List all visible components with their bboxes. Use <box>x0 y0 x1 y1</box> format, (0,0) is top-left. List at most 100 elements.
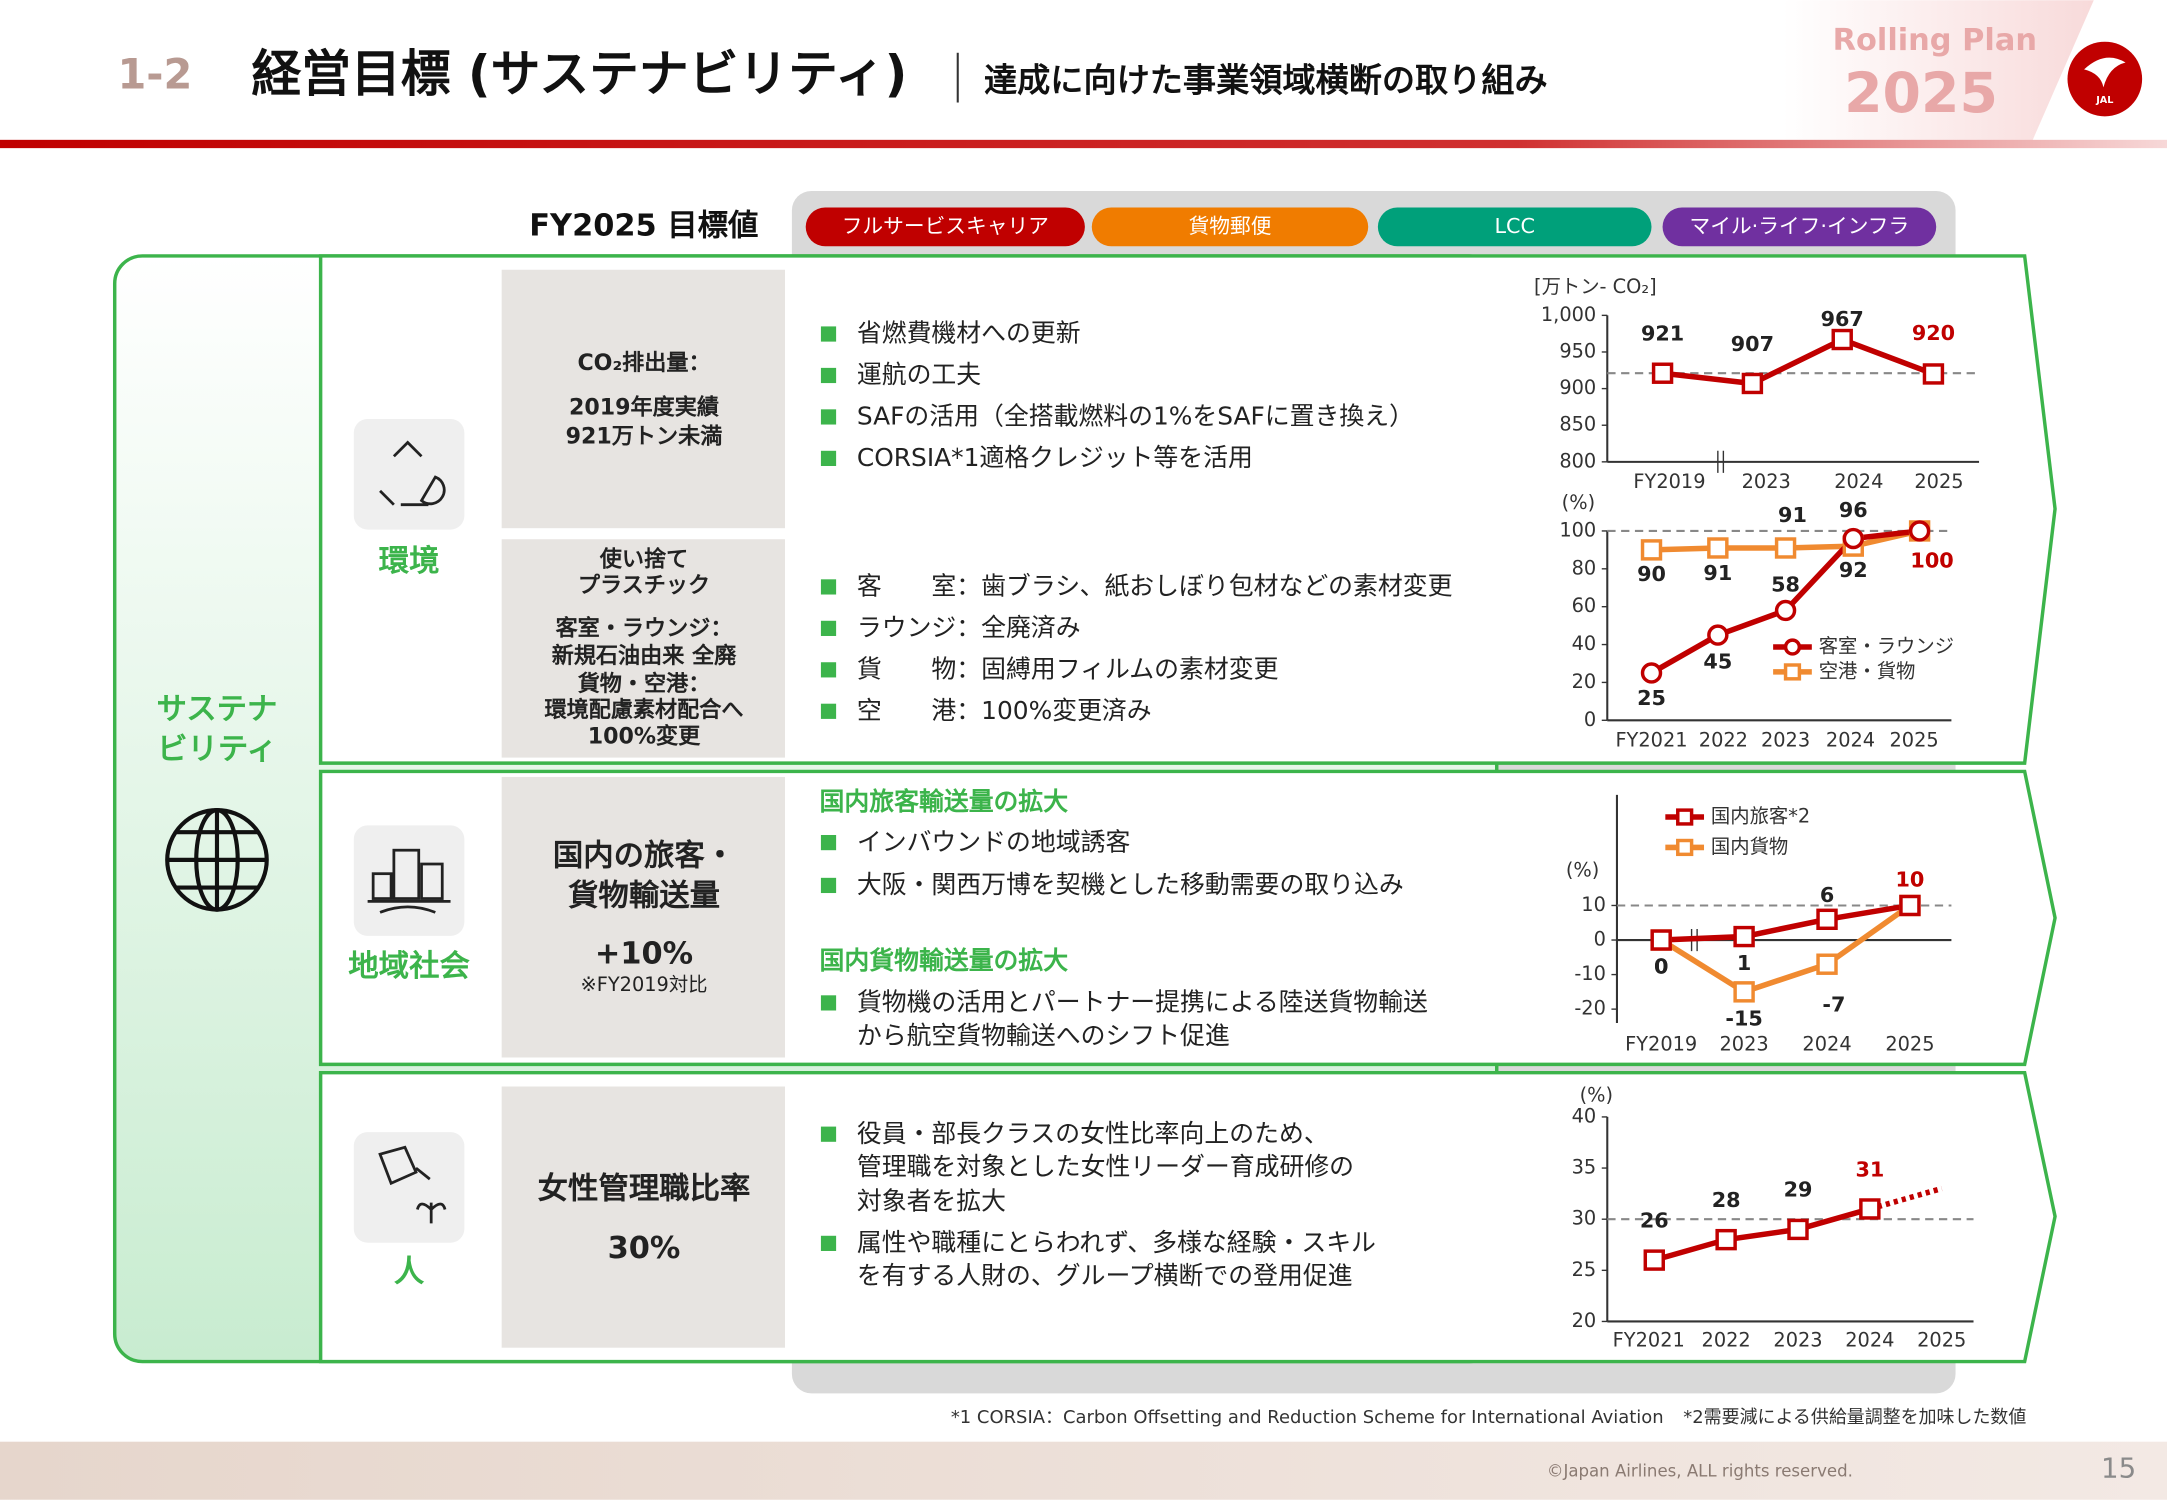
x-tick-label: 2024 <box>1834 470 1883 493</box>
data-label: 920 <box>1912 321 1955 345</box>
copyright: ©Japan Airlines, ALL rights reserved. <box>1547 1462 1853 1481</box>
x-tick-label: FY2019 <box>1633 470 1705 493</box>
goal-value: 30% <box>608 1231 681 1266</box>
bullet-marker <box>820 995 837 1011</box>
domain-tags: フルサービスキャリア 貨物郵便 LCC マイル·ライフ·インフラ <box>805 207 1937 247</box>
goal-box <box>501 1086 785 1348</box>
bullet-text: 属性や職種にとらわれず、多様な経験・スキル <box>857 1228 1376 1257</box>
data-marker <box>1650 929 1672 951</box>
bullet-text: SAFの活用（全搭載燃料の1%をSAFに置き換え） <box>857 402 1414 431</box>
y-tick-label: 0 <box>1594 928 1606 951</box>
axis-break <box>1717 450 1725 473</box>
data-label: -7 <box>1822 993 1845 1017</box>
bullet-marker <box>820 834 837 851</box>
legend-swatch <box>1676 838 1694 857</box>
data-label: 0 <box>1654 955 1668 979</box>
data-marker <box>1787 1218 1809 1241</box>
y-tick-label: -10 <box>1574 962 1606 985</box>
y-tick-label: 30 <box>1572 1207 1597 1230</box>
y-tick-label: 0 <box>1584 708 1596 731</box>
axis-unit: (%) <box>1580 1084 1613 1107</box>
goal-text: 国内の旅客・ <box>553 838 735 874</box>
data-marker <box>1859 1198 1881 1220</box>
axis-unit: [万トン- CO₂] <box>1534 275 1657 298</box>
bullet-marker <box>820 620 837 636</box>
bullet-marker <box>820 367 837 384</box>
data-label: 0 <box>1654 955 1668 979</box>
section-label: 環境 <box>379 544 440 579</box>
footnote: *2需要減による供給量調整を加味した数値 <box>1683 1407 2026 1428</box>
x-tick-label: 2024 <box>1802 1033 1851 1056</box>
bullet-text: から航空貨物輸送へのシフト促進 <box>857 1021 1230 1050</box>
goal-text: 貨物・空港： <box>578 671 711 697</box>
goal-text: 921万トン未満 <box>566 423 723 449</box>
data-label: 10 <box>1896 868 1925 892</box>
goal-text: プラスチック <box>578 573 710 599</box>
tag-label: 貨物郵便 <box>1189 214 1272 238</box>
y-tick-label: 80 <box>1572 556 1597 579</box>
data-label: 100 <box>1910 548 1953 572</box>
axis-unit: (%) <box>1562 491 1595 514</box>
tag <box>805 207 1085 247</box>
data-marker <box>1922 363 1945 385</box>
icon-part <box>367 899 451 914</box>
bullet-text: 対象者を拡大 <box>857 1187 1006 1216</box>
tag <box>1377 207 1652 247</box>
data-marker <box>1640 539 1663 561</box>
bullet-marker <box>820 579 837 595</box>
tag-label: マイル·ライフ·インフラ <box>1690 214 1910 238</box>
data-label: 91 <box>1778 503 1807 527</box>
theme-label: ビリティ <box>157 732 277 767</box>
tag <box>1662 207 1937 247</box>
goal-text: 新規石油由来 全廃 <box>552 643 737 669</box>
goal-note: ※FY2019対比 <box>581 973 708 996</box>
icon-box <box>353 1132 465 1243</box>
tag-label: LCC <box>1494 214 1534 238</box>
data-marker <box>1842 527 1864 550</box>
data-label: 907 <box>1731 332 1774 356</box>
data-marker <box>1643 1249 1665 1271</box>
x-tick-label: 2022 <box>1702 1328 1751 1351</box>
target-heading: FY2025 目標値 <box>529 208 758 243</box>
x-tick-label: 2022 <box>1699 729 1748 752</box>
y-tick-label: 20 <box>1572 670 1597 693</box>
bullet-text: 役員・部長クラスの女性比率向上のため、 <box>857 1119 1329 1148</box>
y-tick-label: 850 <box>1559 413 1596 436</box>
data-label: -15 <box>1725 1006 1762 1030</box>
data-label: 31 <box>1855 1157 1884 1181</box>
logo-crane <box>2084 57 2126 88</box>
bullet-text: 管理職を対象とした女性リーダー育成研修の <box>857 1152 1354 1181</box>
data-marker <box>1715 1228 1737 1251</box>
goal-text: 100%変更 <box>588 723 701 749</box>
bullet-text: 空 港：100%変更済み <box>857 696 1152 725</box>
data-marker <box>1774 599 1797 622</box>
y-tick-label: 1,000 <box>1541 303 1596 326</box>
y-tick-label: -20 <box>1574 997 1606 1020</box>
bullet-text: 客 室：歯ブラシ、紙おしぼり包材などの素材変更 <box>857 572 1453 601</box>
bullet-marker <box>820 703 837 719</box>
legend-swatch <box>1783 638 1802 656</box>
goal-text: 客室・ラウンジ： <box>556 616 733 642</box>
goal-text: 2019年度実績 <box>569 394 719 420</box>
data-label: 92 <box>1839 558 1868 582</box>
icon-part <box>175 830 259 890</box>
bullet-heading: 国内貨物輸送量の拡大 <box>820 946 1069 975</box>
series-line <box>1661 902 1911 943</box>
icon-box <box>353 825 465 936</box>
goal-box <box>501 776 785 1058</box>
x-tick-label: 2025 <box>1914 470 1963 493</box>
x-tick-label: 2023 <box>1773 1328 1822 1351</box>
bullet-text: 省燃費機材への更新 <box>857 319 1081 348</box>
data-label: 1 <box>1737 951 1751 975</box>
bullet-text: 貨 物：固縛用フィルムの素材変更 <box>857 655 1279 684</box>
y-tick-label: 40 <box>1572 1104 1597 1127</box>
logo-text: JAL <box>2095 95 2113 106</box>
bullet-marker <box>820 326 837 342</box>
bullet-text: を有する人財の、グループ横断での登用促進 <box>857 1261 1353 1290</box>
bullet-text: インバウンドの地域誘客 <box>857 827 1130 856</box>
x-tick-label: 2024 <box>1826 729 1875 752</box>
icon-part <box>392 848 421 900</box>
y-tick-label: 35 <box>1572 1156 1597 1179</box>
data-marker <box>1831 328 1853 351</box>
icon-part <box>371 872 393 900</box>
